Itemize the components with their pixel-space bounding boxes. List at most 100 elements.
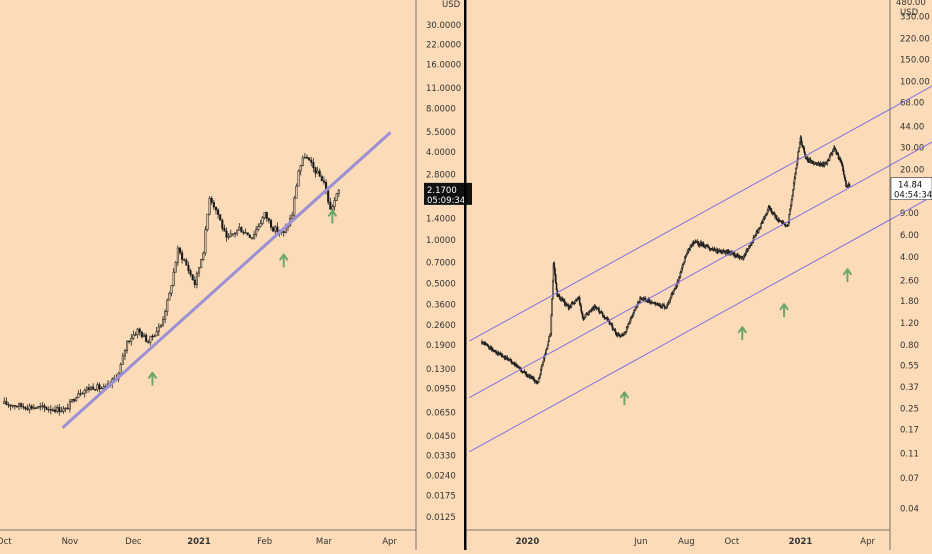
candle-body [331, 206, 334, 210]
y-tick-label: 2.8000 [426, 171, 456, 181]
last-price-label: 14.84 [898, 181, 922, 191]
candle-body [161, 318, 165, 326]
candle-body [70, 399, 74, 402]
channel-line-2 [468, 141, 932, 399]
candle-body [314, 167, 317, 174]
candle-body [164, 311, 167, 320]
candle-body [301, 157, 304, 166]
candle-body [329, 201, 332, 210]
candle-body [550, 314, 553, 335]
candle-body [15, 406, 18, 408]
candle-body [32, 407, 35, 409]
candle-body [248, 234, 251, 238]
candle-body [140, 331, 143, 338]
y-tick-label: 30.00 [900, 143, 924, 153]
last-price-bg [424, 182, 472, 205]
candle-body [168, 292, 171, 301]
candle-body [166, 299, 169, 313]
y-tick-label: 4.0000 [426, 148, 456, 158]
candle-body [540, 366, 543, 370]
y-tick-label: 5.5000 [426, 128, 456, 138]
y-tick-label: 22.0000 [426, 40, 461, 50]
x-tick-label: 2020 [516, 537, 540, 547]
candle-body [551, 280, 554, 300]
candle-body [231, 233, 234, 235]
y-tick-label: 16.0000 [426, 61, 461, 71]
x-tick-label: Feb [257, 537, 272, 547]
y-tick-label: 8.0000 [426, 104, 456, 114]
candle-body [9, 404, 12, 407]
candle-body [79, 393, 82, 395]
candle-body [18, 403, 21, 407]
candle-body [202, 252, 205, 260]
y-tick-label: 0.1900 [426, 341, 456, 351]
candle-body [760, 223, 762, 228]
x-tick-label: Apr [382, 537, 397, 547]
candle-body [236, 229, 239, 234]
y-tick-label: 0.37 [900, 383, 919, 393]
candle-body [159, 324, 162, 328]
candle-body [310, 159, 313, 163]
candle-body [119, 364, 122, 374]
candle-body [337, 189, 340, 195]
candle-body [39, 406, 42, 408]
y-tick-label: 0.1300 [426, 365, 456, 375]
candle-body [172, 271, 175, 286]
candle-body [537, 378, 540, 383]
x-tick-label: Oct [0, 537, 12, 547]
candle-body [305, 156, 309, 159]
x-tick-label: Jun [633, 537, 647, 547]
candle-body [210, 197, 213, 203]
candle-body [276, 226, 279, 233]
x-tick-label: Oct [724, 537, 739, 547]
panel-divider [464, 0, 467, 550]
candle-body [255, 229, 258, 235]
candle-body [333, 200, 336, 207]
candle-body [845, 180, 847, 187]
candle-body [185, 259, 188, 266]
y-tick-label: 0.0125 [426, 513, 456, 523]
y-tick-label: 11.0000 [426, 84, 461, 94]
candles [3, 153, 340, 416]
candle-body [149, 335, 152, 343]
candle-body [293, 197, 296, 216]
candle-body [775, 215, 778, 220]
candle-body [147, 341, 150, 343]
candle-body [212, 202, 215, 208]
candle-body [798, 147, 800, 153]
y-tick-label: 44.00 [900, 122, 924, 132]
y-tick-label: 0.5000 [426, 280, 456, 290]
candle-body [797, 151, 800, 160]
candle-body [250, 237, 254, 239]
y-tick-label: 0.80 [900, 341, 919, 351]
x-tick-label: Nov [62, 537, 79, 547]
y-tick-label: 6.00 [900, 231, 919, 241]
y-tick-label: 0.55 [900, 362, 919, 372]
candle-body [598, 308, 600, 313]
candle-body [125, 340, 129, 352]
candle-body [312, 162, 315, 169]
candle-body [34, 407, 38, 409]
candle-body [66, 407, 69, 410]
candle-body [73, 399, 76, 402]
candle-body [123, 350, 126, 357]
candle-body [229, 233, 232, 237]
candle-body [5, 401, 8, 405]
x-tick-label: Mar [316, 537, 333, 547]
candle-body [189, 270, 192, 275]
candle-body [253, 234, 256, 239]
candle-body [257, 226, 260, 230]
x-tick-label: Dec [125, 537, 142, 547]
candle-body [3, 401, 6, 404]
candle-body [267, 218, 270, 221]
candle-body [68, 400, 71, 410]
candle-body [246, 232, 249, 236]
candle-body [43, 405, 46, 408]
candle-body [142, 334, 146, 338]
candle-body [795, 168, 797, 174]
candle-body [240, 227, 243, 233]
candle-body [263, 212, 266, 218]
last-price-bg [890, 177, 932, 201]
